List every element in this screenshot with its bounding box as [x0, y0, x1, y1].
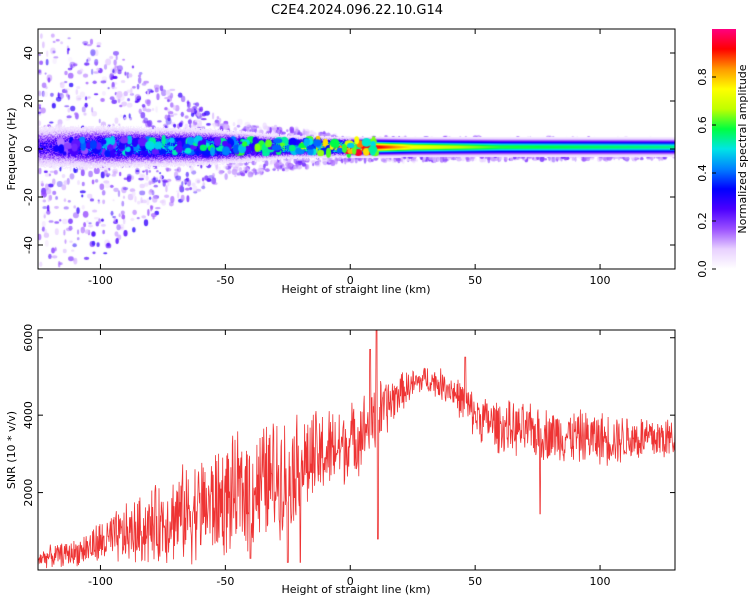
colorbar-gradient	[712, 29, 736, 269]
snr-x-tick-label: 100	[590, 575, 611, 588]
snr-y-ticks: 2000 4000 6000	[22, 324, 675, 507]
spectrogram-y-tick-label: -40	[22, 236, 35, 254]
spectrogram-y-label: Frequency (Hz)	[5, 108, 18, 191]
snr-x-ticks: -100 -50 0 50 100	[88, 330, 611, 588]
spectrogram-y-tick-label: 40	[22, 46, 35, 60]
colorbar-tick-label: 0.2	[696, 212, 709, 230]
spectrogram-heatmap	[38, 29, 675, 269]
snr-series	[37, 329, 676, 569]
snr-line	[37, 329, 676, 569]
snr-x-label: Height of straight line (km)	[281, 583, 430, 596]
snr-panel: -100 -50 0 50 100 2000 4000 6000 Height of str…	[5, 324, 676, 596]
colorbar-tick-label: 0.6	[696, 116, 709, 134]
snr-x-tick-label: 0	[347, 575, 354, 588]
spectrogram-x-label: Height of straight line (km)	[281, 283, 430, 296]
colorbar-label: Normalized spectral amplitude	[736, 64, 749, 233]
spectrogram-y-tick-label: -20	[22, 188, 35, 206]
colorbar-tick-label: 0.0	[696, 260, 709, 278]
colorbar: 0.0 0.2 0.4 0.6 0.8 Normalized spectral ampl…	[696, 29, 749, 278]
spectrogram-x-ticks: -100 -50 0 50 100	[88, 29, 611, 287]
spectrogram-panel: -100 -50 0 50 100 -40 -20 0 20 40 Height of stra…	[5, 28, 676, 296]
spectrogram-x-tick-label: 100	[590, 274, 611, 287]
spectrogram-y-tick-label: 0	[22, 146, 35, 153]
spectrogram-y-ticks: -40 -20 0 20 40	[22, 46, 675, 254]
snr-y-tick-label: 6000	[22, 324, 35, 352]
spectrogram-x-tick-label: -100	[88, 274, 113, 287]
spectrogram-x-tick-label: 50	[468, 274, 482, 287]
spectrogram-image-holder	[38, 29, 675, 269]
snr-y-tick-label: 4000	[22, 401, 35, 429]
spectrogram-x-tick-label: -50	[216, 274, 234, 287]
colorbar-ticks: 0.0 0.2 0.4 0.6 0.8	[696, 68, 716, 278]
colorbar-tick-label: 0.8	[696, 68, 709, 86]
colorbar-tick-label: 0.4	[696, 164, 709, 182]
spectrogram-y-tick-label: 20	[22, 94, 35, 108]
snr-y-label: SNR (10 * v/v)	[5, 411, 18, 489]
snr-frame	[37, 329, 676, 571]
snr-y-tick-label: 2000	[22, 479, 35, 507]
snr-x-tick-label: 50	[468, 575, 482, 588]
snr-x-tick-label: -50	[216, 575, 234, 588]
figure-title: C2E4.2024.096.22.10.G14	[271, 3, 443, 18]
snr-x-tick-label: -100	[88, 575, 113, 588]
spectrogram-x-tick-label: 0	[347, 274, 354, 287]
